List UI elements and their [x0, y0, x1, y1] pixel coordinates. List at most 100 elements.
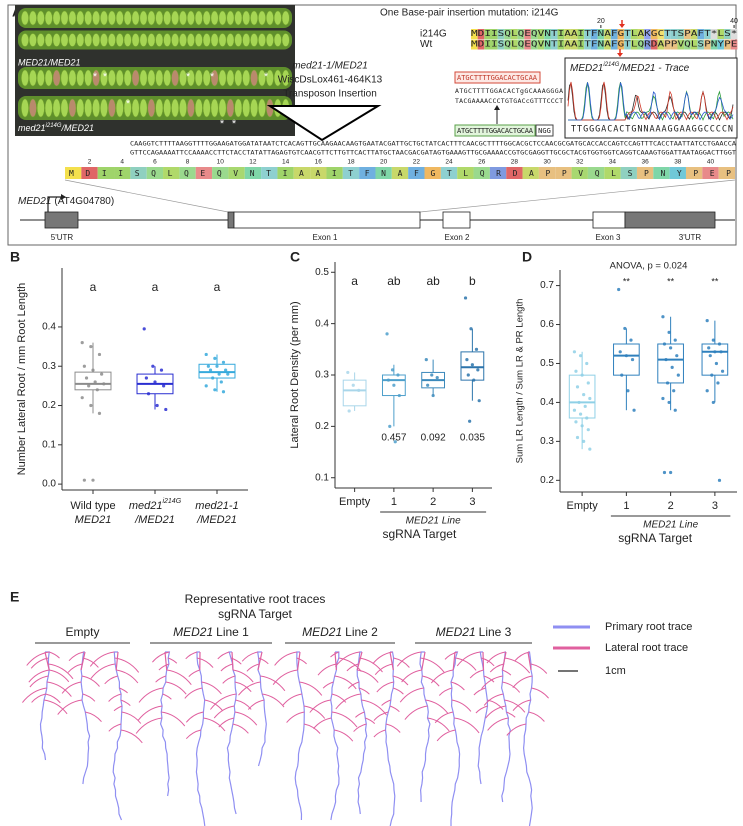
point — [665, 381, 670, 385]
point — [159, 368, 164, 372]
lateral-root — [272, 669, 298, 686]
lateral-root — [108, 693, 122, 702]
lateral-root — [365, 717, 376, 724]
significance-letter: ab — [387, 274, 401, 288]
lateral-root — [485, 705, 506, 719]
p-value: 0.092 — [421, 433, 446, 444]
seed — [60, 98, 69, 118]
lateral-root — [220, 663, 233, 672]
x-tick-label: MED21 — [75, 514, 112, 526]
lateral-root — [135, 717, 162, 734]
sequence: MDIISQLQEQVNTIAAITFNAFGTLAKGCTTSPAFT*LS* — [471, 29, 737, 38]
point — [585, 416, 589, 420]
residue-box — [670, 29, 678, 39]
panel-label: B — [10, 249, 20, 265]
residue-box — [391, 167, 409, 179]
residue-box — [310, 167, 327, 179]
seed — [171, 69, 180, 87]
residue-box — [550, 39, 558, 50]
point — [673, 408, 677, 412]
residue-box — [577, 29, 585, 39]
seed — [76, 98, 85, 118]
x-tick-label: Empty — [339, 496, 371, 508]
point — [388, 424, 392, 428]
protein-position: 36 — [642, 159, 650, 166]
lateral-root — [164, 651, 168, 671]
point — [711, 338, 715, 342]
seed — [107, 69, 116, 87]
p-value: 0.457 — [381, 433, 406, 444]
mutation-title: One Base-pair insertion mutation: i214G — [380, 8, 559, 19]
guide-box — [454, 71, 541, 84]
point — [583, 404, 587, 408]
seed — [234, 10, 243, 26]
residue-box — [685, 167, 703, 179]
point — [575, 435, 580, 440]
seed — [100, 69, 109, 87]
lateral-root — [45, 693, 61, 704]
lateral-root — [444, 651, 458, 660]
residue-box — [684, 29, 691, 39]
point — [162, 384, 166, 388]
seed — [92, 69, 101, 87]
point — [577, 400, 581, 405]
primary-root — [294, 651, 305, 821]
residue-box — [537, 39, 545, 50]
seed — [107, 98, 116, 118]
lateral-root — [335, 651, 360, 667]
residue-box — [544, 39, 551, 50]
residue-box — [510, 39, 518, 50]
seed — [171, 10, 180, 26]
lateral-root — [528, 711, 545, 722]
lateral-root — [217, 651, 230, 660]
seed — [226, 98, 235, 118]
feature-label: Exon 1 — [313, 233, 338, 242]
seed — [68, 33, 77, 47]
lateral-root — [29, 675, 49, 688]
residue-box — [590, 39, 598, 50]
primary-root — [112, 651, 123, 821]
residue-box — [610, 29, 618, 39]
lateral-root — [262, 693, 285, 708]
residue-box — [724, 29, 731, 39]
seed — [147, 69, 156, 87]
x-axis-label: sgRNA Target — [618, 531, 692, 545]
y-tick-label: 0.4 — [315, 318, 329, 329]
lateral-root — [274, 651, 297, 666]
residue-box — [163, 167, 180, 179]
point — [617, 287, 621, 292]
lateral-root — [473, 687, 486, 696]
lateral-root — [335, 693, 361, 710]
lateral-root — [425, 699, 449, 715]
point — [672, 389, 676, 393]
lateral-root — [303, 723, 321, 734]
point — [206, 364, 210, 368]
point — [142, 327, 146, 331]
residue-box — [604, 167, 621, 179]
photo-label: MED21/MED21 — [18, 57, 81, 67]
residue-box — [637, 39, 645, 50]
box — [701, 343, 729, 376]
protein-position: 6 — [153, 159, 157, 166]
guide-arrow-head — [494, 105, 500, 110]
point — [618, 350, 622, 354]
lateral-root — [204, 699, 224, 712]
box — [568, 374, 596, 419]
lateral-root — [119, 687, 128, 694]
y-tick-label: 0.4 — [42, 322, 56, 333]
lateral-root — [30, 657, 49, 669]
lateral-root — [80, 651, 86, 671]
seed — [257, 10, 266, 26]
line-id: WiscDsLox461-464K13 — [278, 75, 383, 86]
seed — [163, 10, 172, 26]
residue-box — [359, 167, 376, 179]
residue-box — [490, 29, 498, 39]
residue-box — [697, 29, 705, 39]
protein-position: 2 — [88, 159, 92, 166]
residue-box — [718, 167, 735, 179]
seed — [139, 98, 148, 118]
seed — [123, 10, 132, 26]
point — [707, 346, 711, 350]
